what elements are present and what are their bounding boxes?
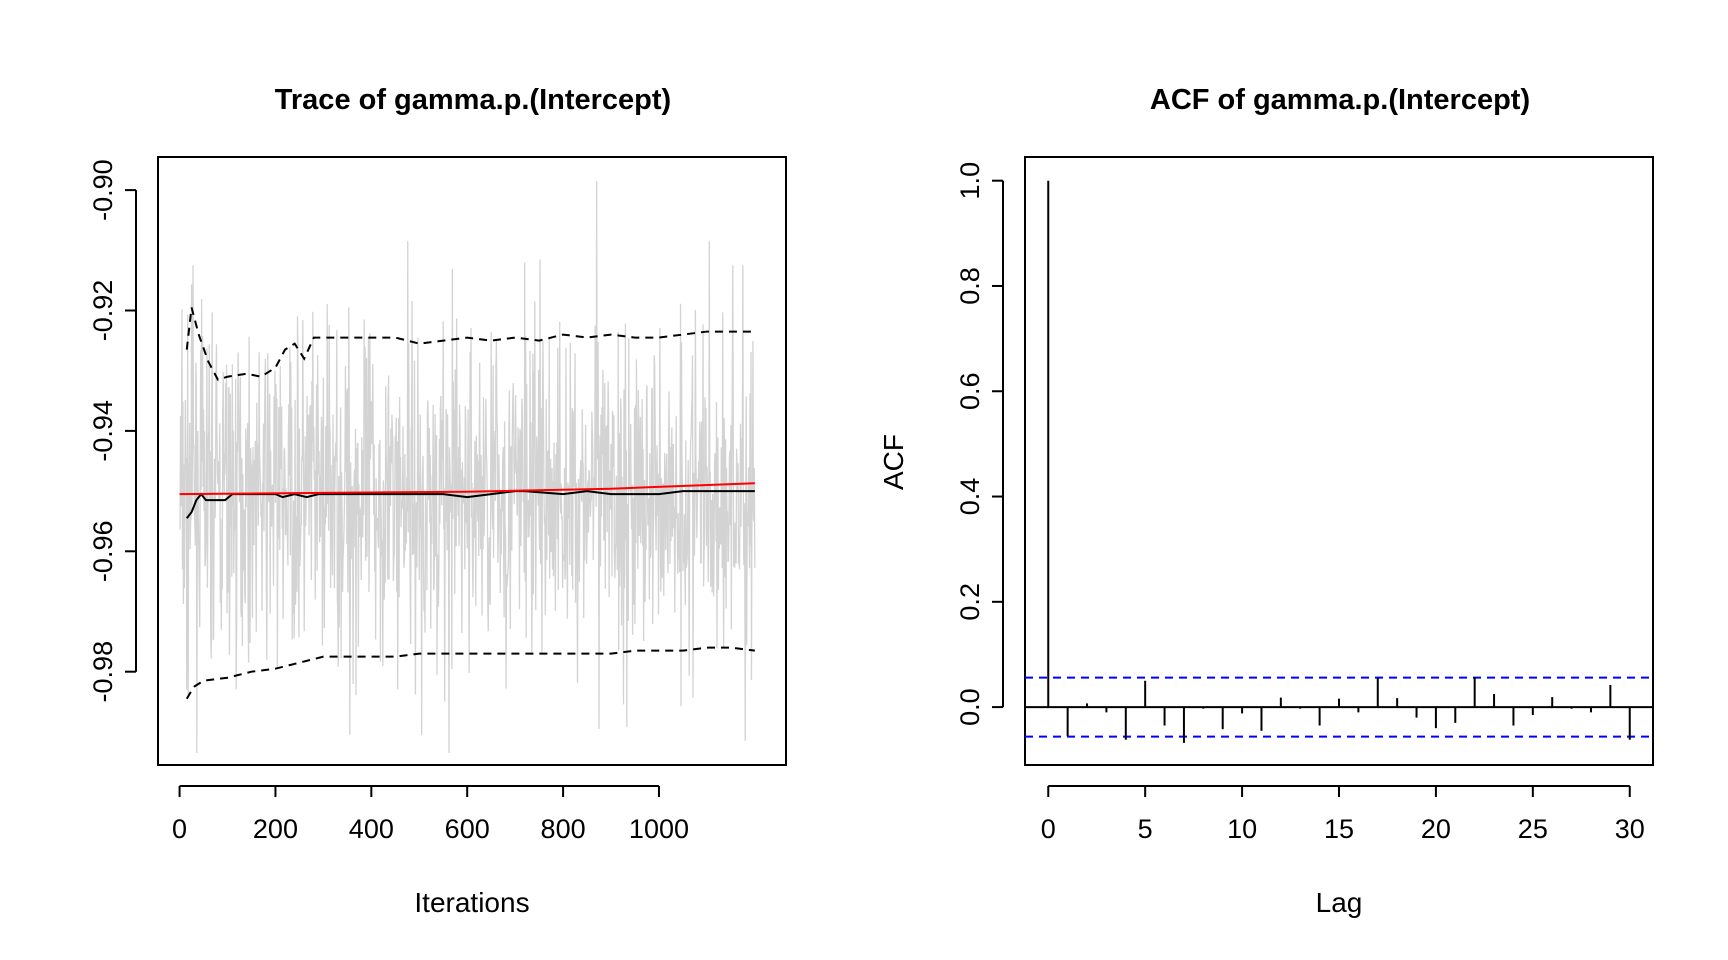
y-tick-label: -0.90: [88, 159, 118, 221]
y-tick-label: -0.98: [88, 641, 118, 703]
trace-panel: Trace of gamma.p.(Intercept) 0 200 400 600 8…: [88, 84, 787, 918]
trace-raw-samples: [179, 181, 756, 753]
y-tick-label: 0.4: [955, 478, 985, 516]
x-tick-label: 15: [1324, 814, 1354, 844]
y-tick-label: 0.6: [955, 372, 985, 410]
trace-plot-frame: [157, 156, 787, 766]
x-tick-label: 400: [349, 814, 394, 844]
x-tick-label: 5: [1138, 814, 1153, 844]
x-tick-label: 200: [253, 814, 298, 844]
x-tick-label: 1000: [629, 814, 689, 844]
y-tick-label: 1.0: [955, 162, 985, 200]
trace-samples-line: [179, 181, 756, 753]
trace-y-axis: -0.98 -0.96 -0.94 -0.92 -0.90: [88, 159, 137, 703]
acf-y-axis-label: ACF: [878, 434, 909, 490]
y-tick-label: 0.2: [955, 583, 985, 621]
lower-quantile-line: [185, 646, 755, 700]
x-tick-label: 10: [1227, 814, 1257, 844]
y-tick-label: 0.8: [955, 267, 985, 305]
acf-bars: [1047, 180, 1631, 743]
acf-panel: ACF of gamma.p.(Intercept) 0 5 10 15 20 25 30 …: [878, 84, 1654, 918]
x-tick-label: 600: [445, 814, 490, 844]
acf-x-axis-label: Lag: [1316, 887, 1363, 918]
y-tick-label: -0.92: [88, 280, 118, 342]
x-tick-label: 800: [541, 814, 586, 844]
x-tick-label: 20: [1421, 814, 1451, 844]
trace-x-axis: 0 200 400 600 800 1000: [172, 785, 689, 844]
linear-trend-line: [179, 482, 755, 496]
trace-series-lines: [179, 307, 755, 700]
acf-y-axis: 0.0 0.2 0.4 0.6 0.8 1.0: [955, 162, 1004, 726]
y-tick-label: 0.0: [955, 688, 985, 726]
acf-x-axis: 0 5 10 15 20 25 30: [1041, 785, 1645, 844]
x-tick-label: 0: [172, 814, 187, 844]
y-tick-label: -0.96: [88, 521, 118, 583]
acf-confidence-bands: [1025, 676, 1653, 738]
acf-title: ACF of gamma.p.(Intercept): [1150, 84, 1530, 116]
acf-plot-frame: [1024, 156, 1654, 766]
trace-title: Trace of gamma.p.(Intercept): [275, 84, 671, 116]
x-tick-label: 0: [1041, 814, 1056, 844]
x-tick-label: 30: [1615, 814, 1645, 844]
upper-quantile-line: [185, 307, 755, 381]
trace-x-axis-label: Iterations: [414, 887, 529, 918]
y-tick-label: -0.94: [88, 400, 118, 462]
running-mean-line: [185, 490, 755, 519]
x-tick-label: 25: [1518, 814, 1548, 844]
